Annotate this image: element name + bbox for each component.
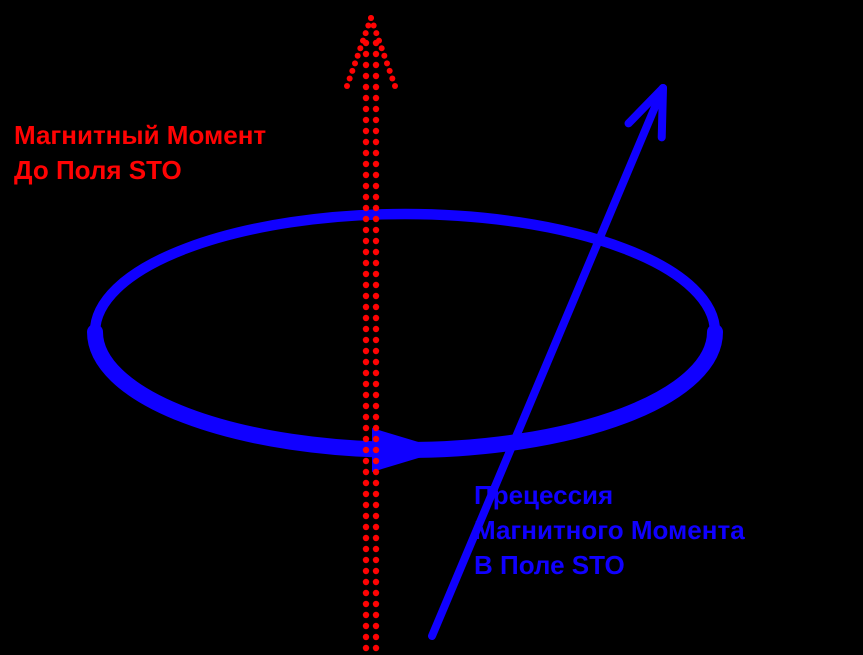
diagram-stage: Магнитный Момент До Поля STO Прецессия М… xyxy=(0,0,863,655)
red-label-line1: Магнитный Момент xyxy=(14,118,266,153)
precessing-moment-arrowhead xyxy=(662,88,663,137)
original-moment-vector xyxy=(363,40,379,651)
red-label: Магнитный Момент До Поля STO xyxy=(14,118,266,188)
blue-label-line2: Магнитного Момента xyxy=(474,513,745,548)
blue-label: Прецессия Магнитного Момента В Поле STO xyxy=(474,478,745,583)
precession-ellipse-back xyxy=(95,214,715,332)
blue-label-line3: В Поле STO xyxy=(474,548,745,583)
precession-ellipse-front xyxy=(95,332,715,450)
original-moment-arrowhead xyxy=(344,15,398,89)
red-label-line2: До Поля STO xyxy=(14,153,266,188)
precession-direction-arrowhead xyxy=(372,428,445,472)
blue-label-line1: Прецессия xyxy=(474,478,745,513)
